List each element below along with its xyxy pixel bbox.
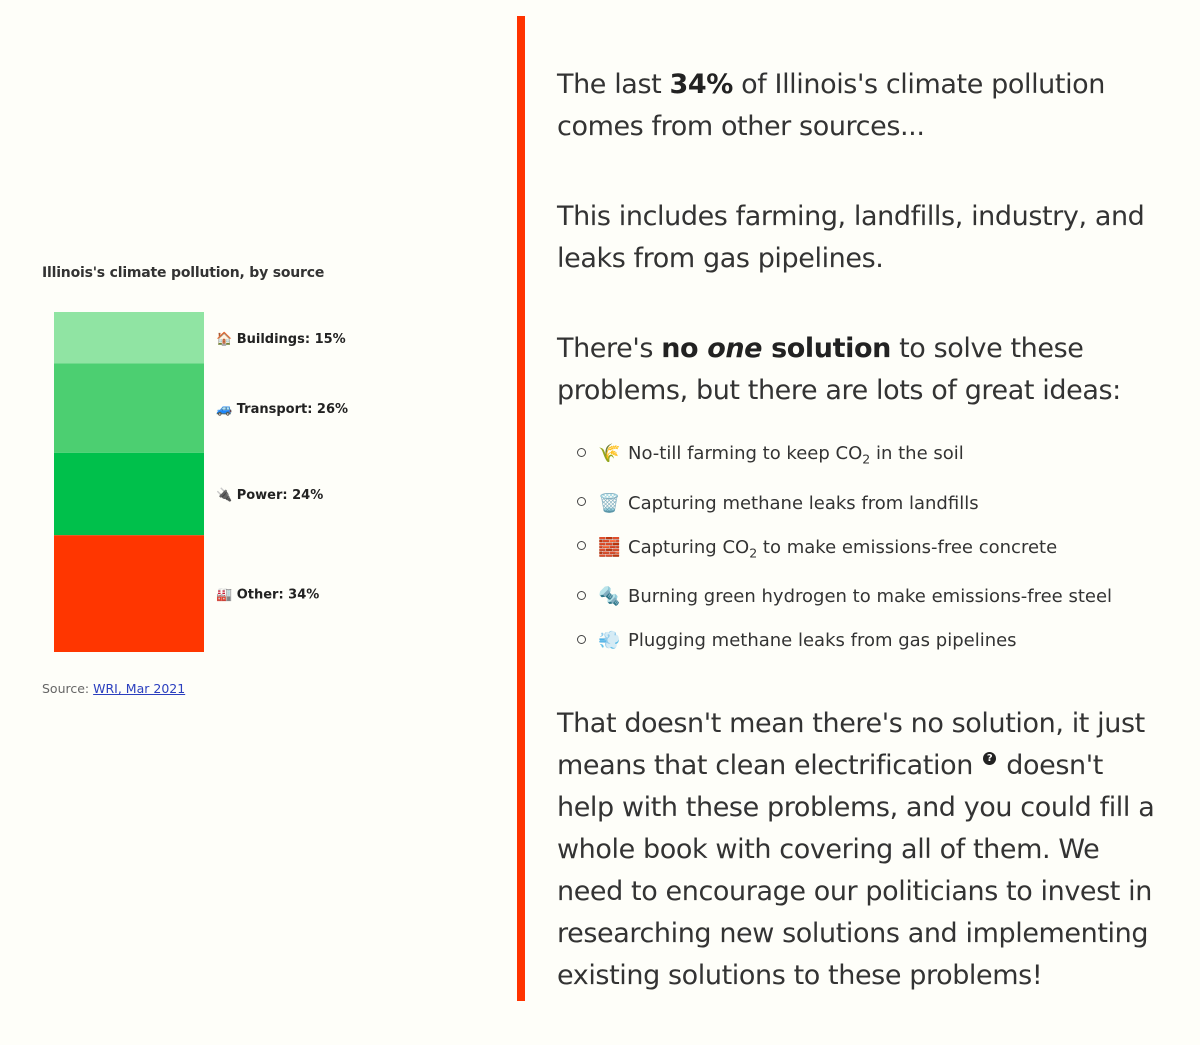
idea-item: 🌾 No-till farming to keep CO2 in the soil [577,432,1167,482]
p1-post: of Illinois's climate pollution comes fr… [557,69,1106,142]
idea-text: Capturing CO [628,536,750,558]
chart-panel: Illinois's climate pollution, by source … [0,0,515,1019]
p3-pre: There's [557,333,662,364]
chart-title: Illinois's climate pollution, by source [42,265,325,281]
bar-segment-power [54,452,204,536]
source-link[interactable]: WRI, Mar 2021 [93,681,186,696]
paragraph-no-one-solution: There's no one solution to solve these p… [557,328,1167,412]
circle-bullet-icon [577,497,586,507]
wheat-icon: 🌾 [598,443,621,464]
accent-divider [517,16,525,1001]
help-icon[interactable]: ? [983,752,997,766]
circle-bullet-icon [577,447,586,457]
paragraph-other-sources: The last 34% of Illinois's climate pollu… [557,64,1167,148]
idea-text: Burning green hydrogen to make emissions… [628,586,1113,608]
idea-item: 💨 Plugging methane leaks from gas pipelin… [577,619,1167,663]
circle-bullet-icon [577,634,586,644]
p3-bold-no: no [661,333,708,364]
bar-segment-buildings [54,312,204,364]
wind-icon: 💨 [598,630,621,652]
idea-item: 🗑️ Capturing methane leaks from landfills [577,482,1167,526]
p4-pre: That doesn't mean there's no solution, i… [557,708,1145,782]
p3-bold-italic-one: one [707,333,763,364]
trash-can-icon: 🗑️ [598,492,621,514]
bar-segment-other [54,535,204,652]
segment-label-transport: 🚙 Transport: 26% [216,402,348,417]
idea-text-post: to make emissions-free concrete [757,536,1058,558]
chart-source: Source: WRI, Mar 2021 [42,681,185,696]
idea-text-post: in the soil [870,443,964,464]
segment-label-power: 🔌 Power: 24% [216,487,323,503]
p3-post: to solve these problems, but there are l… [557,333,1121,406]
idea-item: 🧱 Capturing CO2 to make emissions-free co… [577,526,1167,576]
paragraph-conclusion: That doesn't mean there's no solution, i… [557,703,1167,997]
p4-post: doesn't help with these problems, and yo… [557,750,1155,992]
source-prefix: Source: [42,681,94,696]
idea-subscript: 2 [862,451,871,467]
p1-percentage: 34% [669,69,733,100]
stacked-bar-chart: 🏠 Buildings: 15% 🚙 Transport: 26% 🔌 Power:… [54,312,348,652]
segment-label-other: 🏭 Other: 34% [216,588,319,603]
segment-label-buildings: 🏠 Buildings: 15% [216,331,346,347]
circle-bullet-icon [577,541,586,551]
p1-pre: The last [557,69,670,100]
bolt-icon: 🔩 [598,586,621,608]
idea-text: Plugging methane leaks from gas pipeline… [628,630,1017,652]
paragraph-includes: This includes farming, landfills, indust… [557,201,1145,274]
brick-icon: 🧱 [598,536,621,558]
idea-subscript: 2 [749,545,758,561]
ideas-list: 🌾 No-till farming to keep CO2 in the soil… [557,432,1167,663]
idea-item: 🔩 Burning green hydrogen to make emission… [577,575,1167,619]
bar-segment-transport [54,363,204,453]
idea-text: No-till farming to keep CO [628,443,863,464]
p3-bold-solution: solution [762,333,891,364]
idea-text: Capturing methane leaks from landfills [628,492,979,514]
circle-bullet-icon [577,590,586,600]
text-panel: The last 34% of Illinois's climate pollu… [557,64,1167,1045]
